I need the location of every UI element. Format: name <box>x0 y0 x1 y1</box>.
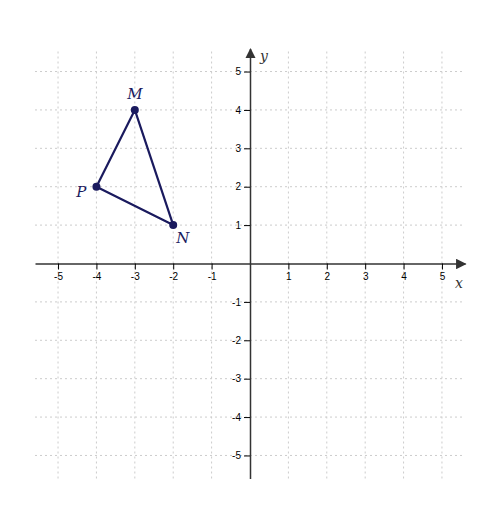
y-tick-mark <box>244 187 250 188</box>
vertex-labels: M N P <box>75 85 190 247</box>
vertex-label: N <box>175 229 190 247</box>
y-tick-mark <box>244 417 250 418</box>
y-tick-mark <box>244 110 250 111</box>
x-tick-mark <box>135 264 136 270</box>
y-tick: -3 <box>232 373 250 384</box>
y-tick-mark <box>244 302 250 303</box>
x-tick: 2 <box>325 264 331 282</box>
x-tick: 5 <box>440 264 446 282</box>
y-tick: 1 <box>235 220 250 231</box>
x-tick-label: 3 <box>363 271 369 282</box>
x-tick-label: 2 <box>325 271 331 282</box>
vertex-label: M <box>126 85 143 103</box>
y-tick-label: 5 <box>235 66 241 77</box>
x-tick: 3 <box>363 264 369 282</box>
x-tick-mark <box>327 264 328 270</box>
x-tick-label: -3 <box>131 271 140 282</box>
x-tick: -3 <box>131 264 140 282</box>
x-tick-label: -1 <box>208 271 217 282</box>
y-tick-label: -3 <box>232 373 241 384</box>
x-tick-mark <box>404 264 405 270</box>
y-tick: -4 <box>232 412 250 423</box>
x-tick-mark <box>96 264 97 270</box>
x-tick-label: -5 <box>54 271 63 282</box>
y-tick-label: 2 <box>235 181 241 192</box>
x-axis-label: x <box>455 275 463 291</box>
triangle-edge <box>96 110 173 225</box>
y-tick: 3 <box>235 143 250 154</box>
y-tick-label: -4 <box>232 412 241 423</box>
y-tick: 4 <box>235 105 250 116</box>
y-tick: 5 <box>235 66 250 77</box>
x-tick-mark <box>365 264 366 270</box>
y-axis-label: y <box>259 48 269 64</box>
x-tick-label: 5 <box>440 271 446 282</box>
x-tick-label: -4 <box>92 271 101 282</box>
x-tick: -2 <box>169 264 178 282</box>
y-tick-label: -1 <box>232 297 241 308</box>
vertex-label: P <box>75 183 87 201</box>
x-tick-label: 1 <box>286 271 292 282</box>
chart: -5-4-3-2-112345-5-4-3-2-112345xyMNP <box>0 0 500 527</box>
grid <box>35 49 465 479</box>
vertex-dot <box>92 183 100 191</box>
x-tick-label: -2 <box>169 271 178 282</box>
y-axis-line <box>250 49 252 479</box>
y-tick: -5 <box>232 450 250 461</box>
y-tick-mark <box>244 455 250 456</box>
marks <box>92 106 177 229</box>
x-tick-label: 4 <box>401 271 407 282</box>
y-axis: -5 -4 -3 -2 -1 1 2 3 4 5 <box>232 49 250 479</box>
x-tick-mark <box>288 264 289 270</box>
y-tick-mark <box>244 379 250 380</box>
x-tick: 4 <box>401 264 407 282</box>
x-tick: -1 <box>208 264 217 282</box>
y-tick-mark <box>244 72 250 73</box>
vertex-dot <box>131 106 139 114</box>
y-tick: -1 <box>232 297 250 308</box>
x-tick-mark <box>442 264 443 270</box>
y-tick-label: 4 <box>235 105 241 116</box>
y-tick-mark <box>244 148 250 149</box>
x-tick-mark <box>58 264 59 270</box>
x-tick-mark <box>173 264 174 270</box>
y-tick-label: -2 <box>232 335 241 346</box>
x-tick-mark <box>212 264 213 270</box>
y-tick: 2 <box>235 181 250 192</box>
x-tick: -5 <box>54 264 63 282</box>
x-tick: 1 <box>286 264 292 282</box>
vertex-dot <box>169 221 177 229</box>
x-tick: -4 <box>92 264 101 282</box>
y-tick-mark <box>244 340 250 341</box>
y-tick-label: 3 <box>235 143 241 154</box>
y-tick: -2 <box>232 335 250 346</box>
y-tick-mark <box>244 225 250 226</box>
y-tick-label: 1 <box>235 220 241 231</box>
y-tick-label: -5 <box>232 450 241 461</box>
